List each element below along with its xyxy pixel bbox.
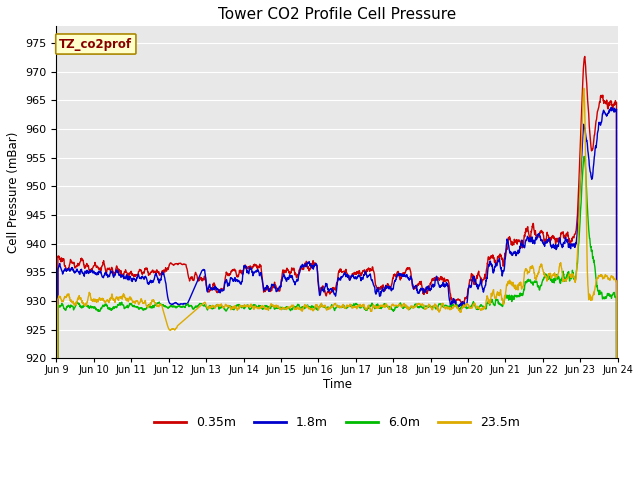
Title: Tower CO2 Profile Cell Pressure: Tower CO2 Profile Cell Pressure: [218, 7, 456, 22]
Y-axis label: Cell Pressure (mBar): Cell Pressure (mBar): [7, 132, 20, 253]
Text: TZ_co2prof: TZ_co2prof: [60, 37, 132, 50]
Legend: 0.35m, 1.8m, 6.0m, 23.5m: 0.35m, 1.8m, 6.0m, 23.5m: [150, 411, 525, 434]
X-axis label: Time: Time: [323, 378, 351, 391]
